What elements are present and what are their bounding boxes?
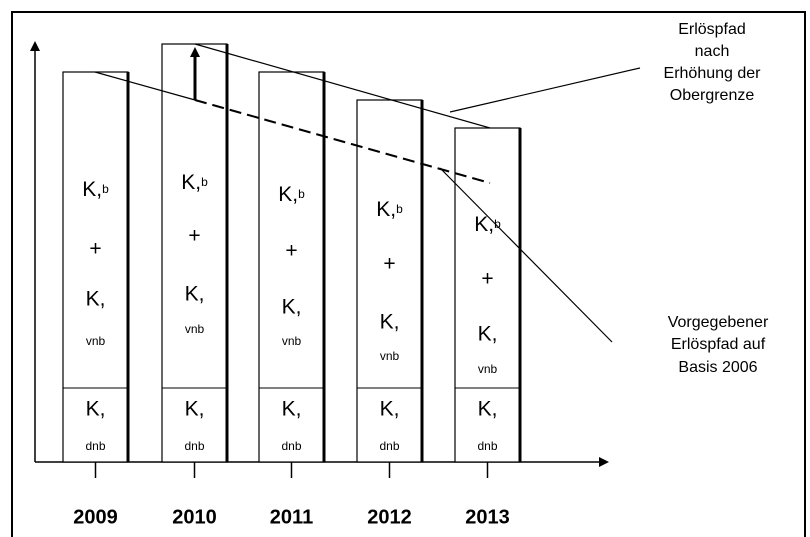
base-path-solid: [94, 71, 196, 101]
label-sub: b: [298, 187, 305, 201]
annotation: Erhöhung der: [664, 65, 762, 82]
label-k: K,: [380, 398, 400, 421]
year-label: 2010: [172, 506, 217, 528]
label-sub: b: [494, 217, 501, 231]
label-k: K,: [181, 171, 201, 194]
label-kb: K,b: [181, 171, 208, 194]
raised-path: [194, 43, 491, 129]
year-label: 2013: [465, 506, 510, 528]
callout-line: [439, 167, 613, 343]
label-sub: vnb: [185, 322, 205, 336]
label-k: K,: [478, 398, 498, 421]
label-k: K,: [86, 398, 106, 421]
label-kb: K,b: [82, 178, 109, 201]
label-sub: dnb: [477, 439, 497, 453]
bars: K,b+K,vnbK,dnb2009K,b+K,vnbK,dnb2010K,b+…: [62, 43, 522, 528]
annotation: Basis 2006: [678, 359, 757, 376]
label-kb: K,b: [376, 198, 403, 221]
label-plus: +: [188, 225, 200, 248]
annotation: Vorgegebener: [668, 314, 769, 331]
label-sub: vnb: [478, 362, 498, 376]
label-sub: b: [102, 182, 109, 196]
label-k: K,: [86, 288, 106, 311]
annotation: Erlöspfad: [678, 21, 746, 38]
label-k: K,: [282, 296, 302, 319]
label-sub: dnb: [85, 439, 105, 453]
label-sub: vnb: [282, 334, 302, 348]
label-k: K,: [82, 178, 102, 201]
callout-line: [449, 67, 641, 113]
year-label: 2011: [270, 506, 313, 528]
year-label: 2012: [367, 506, 412, 528]
label-sub: b: [201, 175, 208, 189]
bar: [258, 71, 325, 463]
annotation: nach: [695, 43, 730, 60]
label-k: K,: [185, 398, 205, 421]
label-k: K,: [278, 183, 298, 206]
label-k: K,: [282, 398, 302, 421]
label-sub: dnb: [184, 439, 204, 453]
label-kb: K,b: [278, 183, 305, 206]
label-plus: +: [285, 240, 297, 263]
annotation: Erlöspfad auf: [671, 336, 766, 353]
label-plus: +: [481, 268, 493, 291]
label-k: K,: [380, 311, 400, 334]
label-sub: vnb: [86, 334, 106, 348]
year-label: 2009: [73, 506, 118, 528]
label-sub: vnb: [380, 349, 400, 363]
label-k: K,: [376, 198, 396, 221]
annotation: Obergrenze: [670, 87, 755, 104]
label-plus: +: [89, 238, 101, 261]
label-k: K,: [478, 323, 498, 346]
label-sub: dnb: [281, 439, 301, 453]
label-sub: b: [396, 202, 403, 216]
label-sub: dnb: [379, 439, 399, 453]
label-plus: +: [383, 253, 395, 276]
label-k: K,: [474, 213, 494, 236]
label-k: K,: [185, 283, 205, 306]
frame: [11, 11, 806, 537]
